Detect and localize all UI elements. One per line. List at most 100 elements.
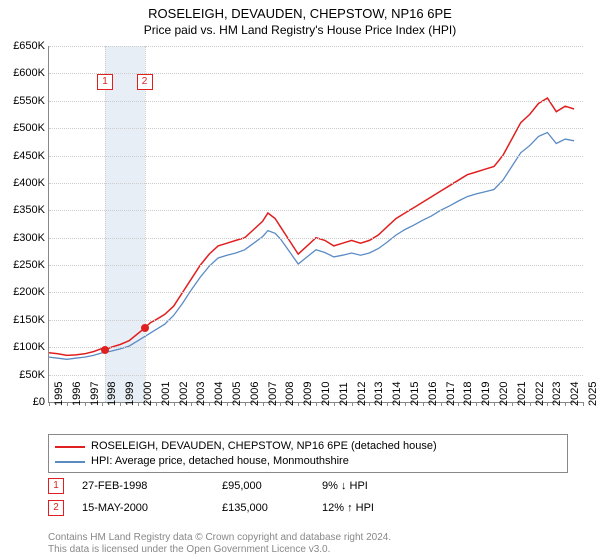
x-tick: [476, 402, 477, 406]
x-tick-label: 1995: [53, 382, 65, 406]
y-tick-label: £0: [3, 396, 45, 408]
legend-box: ROSELEIGH, DEVAUDEN, CHEPSTOW, NP16 6PE …: [48, 434, 568, 473]
x-tick: [138, 402, 139, 406]
x-tick-label: 2020: [498, 382, 510, 406]
y-tick-label: £150K: [3, 314, 45, 326]
x-tick: [67, 402, 68, 406]
y-gridline: [49, 347, 583, 348]
line-series-svg: [49, 46, 583, 402]
arrow-down-icon: ↓: [341, 480, 347, 492]
x-tick-label: 2007: [267, 382, 279, 406]
x-tick: [458, 402, 459, 406]
x-tick-label: 2006: [249, 382, 261, 406]
x-tick-label: 2016: [427, 382, 439, 406]
y-gridline: [49, 265, 583, 266]
x-tick: [174, 402, 175, 406]
x-tick: [316, 402, 317, 406]
x-tick-label: 2010: [320, 382, 332, 406]
x-tick-label: 2009: [302, 382, 314, 406]
y-gridline: [49, 183, 583, 184]
sale-row: 1 27-FEB-1998 £95,000 9% ↓ HPI: [48, 478, 368, 494]
sale-row: 2 15-MAY-2000 £135,000 12% ↑ HPI: [48, 500, 374, 516]
x-tick: [298, 402, 299, 406]
footer-line-1: Contains HM Land Registry data © Crown c…: [48, 532, 391, 543]
x-tick: [441, 402, 442, 406]
x-tick-label: 1999: [124, 382, 136, 406]
y-tick-label: £200K: [3, 286, 45, 298]
y-gridline: [49, 46, 583, 47]
sale-date: 27-FEB-1998: [82, 480, 212, 492]
x-tick-label: 2012: [356, 382, 368, 406]
y-tick-label: £400K: [3, 177, 45, 189]
x-tick-label: 1998: [106, 382, 118, 406]
x-tick: [352, 402, 353, 406]
x-tick-label: 2021: [516, 382, 528, 406]
y-gridline: [49, 101, 583, 102]
sale-price: £135,000: [222, 502, 312, 514]
chart-subtitle: Price paid vs. HM Land Registry's House …: [0, 21, 600, 41]
footer-line-2: This data is licensed under the Open Gov…: [48, 544, 330, 555]
y-tick-label: £500K: [3, 122, 45, 134]
y-tick-label: £550K: [3, 95, 45, 107]
x-tick: [120, 402, 121, 406]
y-tick-label: £300K: [3, 232, 45, 244]
sale-price: £95,000: [222, 480, 312, 492]
x-tick: [280, 402, 281, 406]
sale-marker-box: 1: [97, 74, 113, 90]
x-tick: [49, 402, 50, 406]
arrow-up-icon: ↑: [347, 502, 353, 514]
plot-area: £0£50K£100K£150K£200K£250K£300K£350K£400…: [48, 46, 583, 403]
x-tick: [156, 402, 157, 406]
x-tick-label: 2004: [213, 382, 225, 406]
y-tick-label: £100K: [3, 341, 45, 353]
sale-marker-box: 2: [137, 74, 153, 90]
sale-pct: 12% ↑ HPI: [322, 502, 374, 514]
x-tick-label: 2002: [178, 382, 190, 406]
sale-id-box: 2: [48, 500, 64, 516]
sale-id-box: 1: [48, 478, 64, 494]
x-tick: [565, 402, 566, 406]
x-tick-label: 2005: [231, 382, 243, 406]
footer-attribution: Contains HM Land Registry data © Crown c…: [48, 532, 391, 556]
y-tick-label: £600K: [3, 67, 45, 79]
y-gridline: [49, 156, 583, 157]
x-tick-label: 2018: [462, 382, 474, 406]
sale-pct: 9% ↓ HPI: [322, 480, 368, 492]
sale-marker-dot: [101, 346, 109, 354]
x-tick: [227, 402, 228, 406]
y-tick-label: £250K: [3, 259, 45, 271]
x-tick: [547, 402, 548, 406]
sale-date: 15-MAY-2000: [82, 502, 212, 514]
x-tick-label: 2023: [551, 382, 563, 406]
y-gridline: [49, 292, 583, 293]
x-tick: [369, 402, 370, 406]
x-tick: [583, 402, 584, 406]
y-tick-label: £50K: [3, 369, 45, 381]
x-tick: [423, 402, 424, 406]
series-line-red: [49, 98, 574, 355]
legend-label: HPI: Average price, detached house, Monm…: [91, 454, 349, 469]
y-gridline: [49, 128, 583, 129]
y-gridline: [49, 375, 583, 376]
x-tick: [530, 402, 531, 406]
legend-item: ROSELEIGH, DEVAUDEN, CHEPSTOW, NP16 6PE …: [55, 439, 561, 454]
x-tick-label: 1997: [89, 382, 101, 406]
y-tick-label: £350K: [3, 204, 45, 216]
x-tick: [512, 402, 513, 406]
y-tick-label: £650K: [3, 40, 45, 52]
legend-item: HPI: Average price, detached house, Monm…: [55, 454, 561, 469]
x-tick-label: 2025: [587, 382, 599, 406]
legend-swatch: [55, 461, 85, 463]
x-tick: [494, 402, 495, 406]
y-gridline: [49, 320, 583, 321]
x-tick-label: 2008: [284, 382, 296, 406]
x-tick-label: 2015: [409, 382, 421, 406]
x-tick-label: 2017: [445, 382, 457, 406]
legend-label: ROSELEIGH, DEVAUDEN, CHEPSTOW, NP16 6PE …: [91, 439, 437, 454]
x-tick: [334, 402, 335, 406]
sale-marker-dot: [141, 324, 149, 332]
x-tick-label: 2001: [160, 382, 172, 406]
y-gridline: [49, 210, 583, 211]
x-tick-label: 2024: [569, 382, 581, 406]
x-tick: [387, 402, 388, 406]
